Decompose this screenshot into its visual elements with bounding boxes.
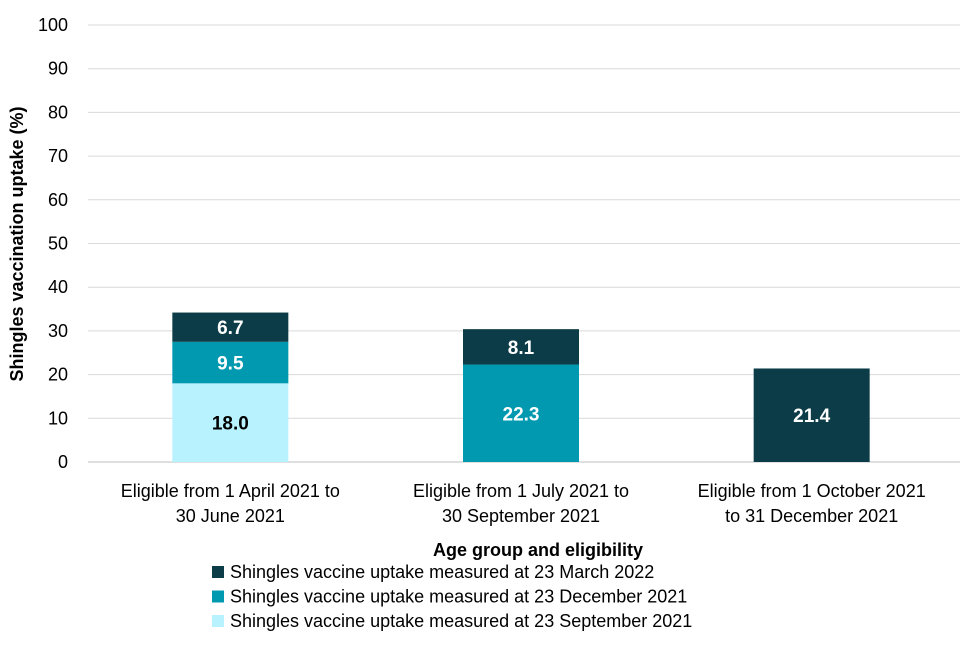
- x-axis-title: Age group and eligibility: [433, 540, 643, 560]
- data-label: 8.1: [508, 338, 535, 359]
- y-tick-label: 40: [48, 277, 68, 297]
- legend-label: Shingles vaccine uptake measured at 23 M…: [230, 562, 654, 582]
- legend-swatch: [212, 615, 224, 627]
- legend-label: Shingles vaccine uptake measured at 23 D…: [230, 587, 687, 607]
- x-tick-label: Eligible from 1 July 2021 to: [413, 481, 629, 501]
- x-tick-label: to 31 December 2021: [725, 506, 898, 526]
- y-tick-label: 50: [48, 234, 68, 254]
- legend-swatch: [212, 566, 224, 578]
- x-axis-ticks: Eligible from 1 April 2021 to 30 June 202…: [121, 481, 926, 526]
- data-label: 6.7: [217, 318, 243, 339]
- y-tick-label: 10: [48, 408, 68, 428]
- x-tick-label: Eligible from 1 April 2021 to: [121, 481, 340, 501]
- x-tick-label: 30 June 2021: [176, 506, 285, 526]
- y-tick-label: 20: [48, 365, 68, 385]
- y-tick-label: 100: [38, 15, 68, 35]
- x-tick-label: Eligible from 1 October 2021: [698, 481, 926, 501]
- y-tick-label: 60: [48, 190, 68, 210]
- legend-swatch: [212, 590, 224, 603]
- bar-segment: [172, 312, 289, 342]
- y-tick-label: 80: [48, 102, 68, 122]
- x-tick-label: 30 September 2021: [442, 506, 600, 526]
- legend-label: Shingles vaccine uptake measured at 23 S…: [230, 611, 692, 631]
- data-label: 9.5: [217, 354, 244, 375]
- y-tick-label: 0: [58, 452, 68, 472]
- data-label: 18.0: [212, 414, 249, 435]
- bar-segment: [463, 364, 579, 462]
- data-label: 21.4: [793, 406, 830, 427]
- bars: 18.0 9.5 6.7 22.3 8.1 21.4: [172, 312, 870, 462]
- bar-segment: [172, 383, 289, 462]
- legend: Shingles vaccine uptake measured at 23 M…: [212, 562, 692, 631]
- y-axis-ticks: 0 10 20 30 40 50 60 70 80 90 100: [38, 15, 68, 472]
- bar-segment: [753, 368, 870, 462]
- y-tick-label: 30: [48, 321, 68, 341]
- data-label: 22.3: [503, 404, 540, 425]
- y-tick-label: 70: [48, 146, 68, 166]
- bar-segment: [172, 341, 289, 384]
- y-axis-title: Shingles vaccination uptake (%): [7, 106, 27, 381]
- bar-segment: [463, 329, 579, 365]
- y-tick-label: 90: [48, 59, 68, 79]
